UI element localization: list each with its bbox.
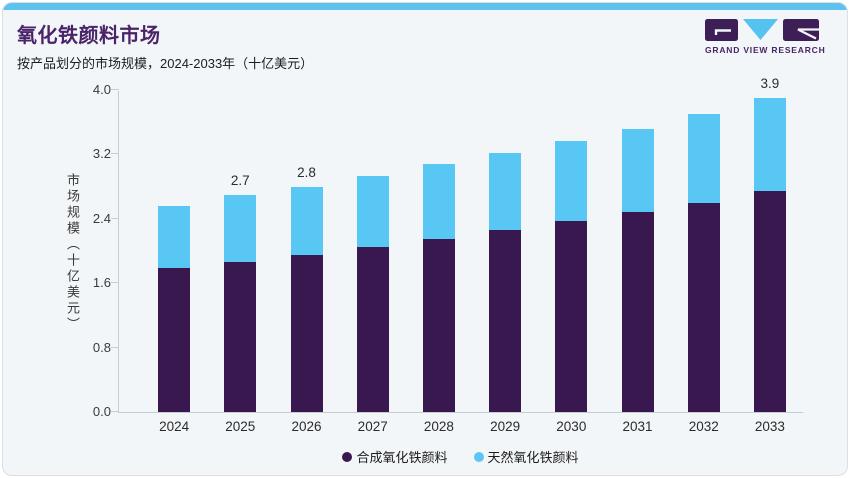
x-tick-label-2024: 2024 xyxy=(159,419,190,434)
y-axis-title: 市场规模（十亿美元） xyxy=(65,173,80,333)
legend-item-natural: 天然氧化铁颜料 xyxy=(473,447,579,466)
y-tick-label-0.0: 0.0 xyxy=(92,404,111,419)
segment-natural-2026 xyxy=(290,186,323,255)
bar-slot-2025: 2.7 2025 xyxy=(207,173,273,434)
segment-natural-2029 xyxy=(489,152,522,231)
y-tick-mark xyxy=(111,217,119,219)
bar-slot-2031: 2031 xyxy=(604,128,670,434)
chart-subtitle: 按产品划分的市场规模，2024-2033年（十亿美元） xyxy=(17,56,314,71)
bars-container: 2024 2.7 2025 2.8 2026 2027 2028 2029 2030 2031 20… xyxy=(119,76,803,434)
stacked-bar-2029 xyxy=(489,152,522,412)
y-tick-mark xyxy=(111,153,119,155)
x-tick-label-2025: 2025 xyxy=(225,419,256,434)
stacked-bar-2027 xyxy=(356,176,389,412)
x-tick-label-2028: 2028 xyxy=(423,419,454,434)
legend-dot-icon xyxy=(473,451,484,462)
segment-natural-2024 xyxy=(158,205,191,268)
segment-natural-2025 xyxy=(224,194,257,262)
bar-slot-2026: 2.8 2026 xyxy=(273,165,339,434)
bar-slot-2030: 2030 xyxy=(538,140,604,434)
y-tick-label-3.2: 3.2 xyxy=(92,146,111,162)
page-title: 氧化铁颜料市场 xyxy=(17,25,161,47)
stacked-bar-2026: 2.8 xyxy=(290,165,323,412)
y-tick-mark xyxy=(111,89,119,90)
x-tick-label-2027: 2027 xyxy=(357,419,388,434)
grand-view-research-logo: GRAND VIEW RESEARCH xyxy=(705,19,826,55)
stacked-bar-2032 xyxy=(687,114,720,412)
x-tick-label-2032: 2032 xyxy=(688,419,719,434)
segment-natural-2028 xyxy=(422,164,455,239)
y-tick-mark xyxy=(111,282,119,284)
bar-value-label-2025: 2.7 xyxy=(230,172,250,188)
y-tick-mark xyxy=(111,411,119,412)
x-tick-label-2029: 2029 xyxy=(490,419,521,434)
x-tick-label-2031: 2031 xyxy=(622,419,653,434)
gvr-logo-icon xyxy=(705,19,819,41)
legend-label: 合成氧化铁颜料 xyxy=(356,450,448,465)
legend-item-synthetic: 合成氧化铁颜料 xyxy=(342,447,448,466)
y-tick-label-4.0: 4.0 xyxy=(92,82,111,97)
legend: 合成氧化铁颜料 天然氧化铁颜料 xyxy=(118,447,803,466)
y-tick-label-0.8: 0.8 xyxy=(92,339,111,355)
bar-slot-2029: 2029 xyxy=(472,152,538,434)
chart-header: 氧化铁颜料市场 按产品划分的市场规模，2024-2033年（十亿美元） xyxy=(17,19,313,72)
x-tick-label-2026: 2026 xyxy=(291,419,322,434)
stacked-bar-2024 xyxy=(158,205,191,412)
logo-text: GRAND VIEW RESEARCH xyxy=(705,45,826,55)
y-tick-label-2.4: 2.4 xyxy=(92,210,111,226)
bar-slot-2033: 3.9 2033 xyxy=(737,76,803,434)
bar-slot-2024: 2024 xyxy=(141,205,207,434)
segment-synthetic-2025 xyxy=(224,261,257,412)
stacked-bar-2028 xyxy=(422,164,455,412)
stacked-bar-2030 xyxy=(555,140,588,412)
bar-slot-2027: 2027 xyxy=(340,176,406,434)
bar-slot-2032: 2032 xyxy=(671,114,737,434)
stacked-bar-2025: 2.7 xyxy=(224,173,257,412)
segment-synthetic-2024 xyxy=(158,267,191,412)
x-tick-label-2033: 2033 xyxy=(754,419,785,434)
segment-natural-2027 xyxy=(356,176,389,247)
segment-synthetic-2031 xyxy=(621,212,654,412)
segment-synthetic-2027 xyxy=(356,247,389,412)
bar-value-label-2033: 3.9 xyxy=(760,76,780,92)
stacked-bar-2031 xyxy=(621,128,654,412)
y-tick-label-1.6: 1.6 xyxy=(92,275,111,291)
x-tick-label-2030: 2030 xyxy=(556,419,587,434)
segment-natural-2031 xyxy=(621,128,654,213)
plot-area: 0.0 0.8 1.6 2.4 3.2 4.0 2024 2.7 2025 2.8 2026 202… xyxy=(93,76,803,434)
segment-natural-2032 xyxy=(687,114,720,203)
segment-synthetic-2030 xyxy=(555,221,588,412)
y-tick-mark xyxy=(111,346,119,348)
top-accent-bar xyxy=(3,3,847,10)
stacked-bar-2033: 3.9 xyxy=(753,76,786,412)
segment-synthetic-2026 xyxy=(290,255,323,412)
segment-synthetic-2032 xyxy=(687,202,720,412)
segment-synthetic-2029 xyxy=(489,230,522,412)
legend-label: 天然氧化铁颜料 xyxy=(487,450,579,465)
segment-synthetic-2033 xyxy=(753,191,786,412)
legend-dot-icon xyxy=(342,451,353,462)
segment-synthetic-2028 xyxy=(422,238,455,412)
segment-natural-2033 xyxy=(753,98,786,192)
bar-slot-2028: 2028 xyxy=(406,164,472,434)
segment-natural-2030 xyxy=(555,140,588,222)
bar-value-label-2026: 2.8 xyxy=(297,164,316,180)
